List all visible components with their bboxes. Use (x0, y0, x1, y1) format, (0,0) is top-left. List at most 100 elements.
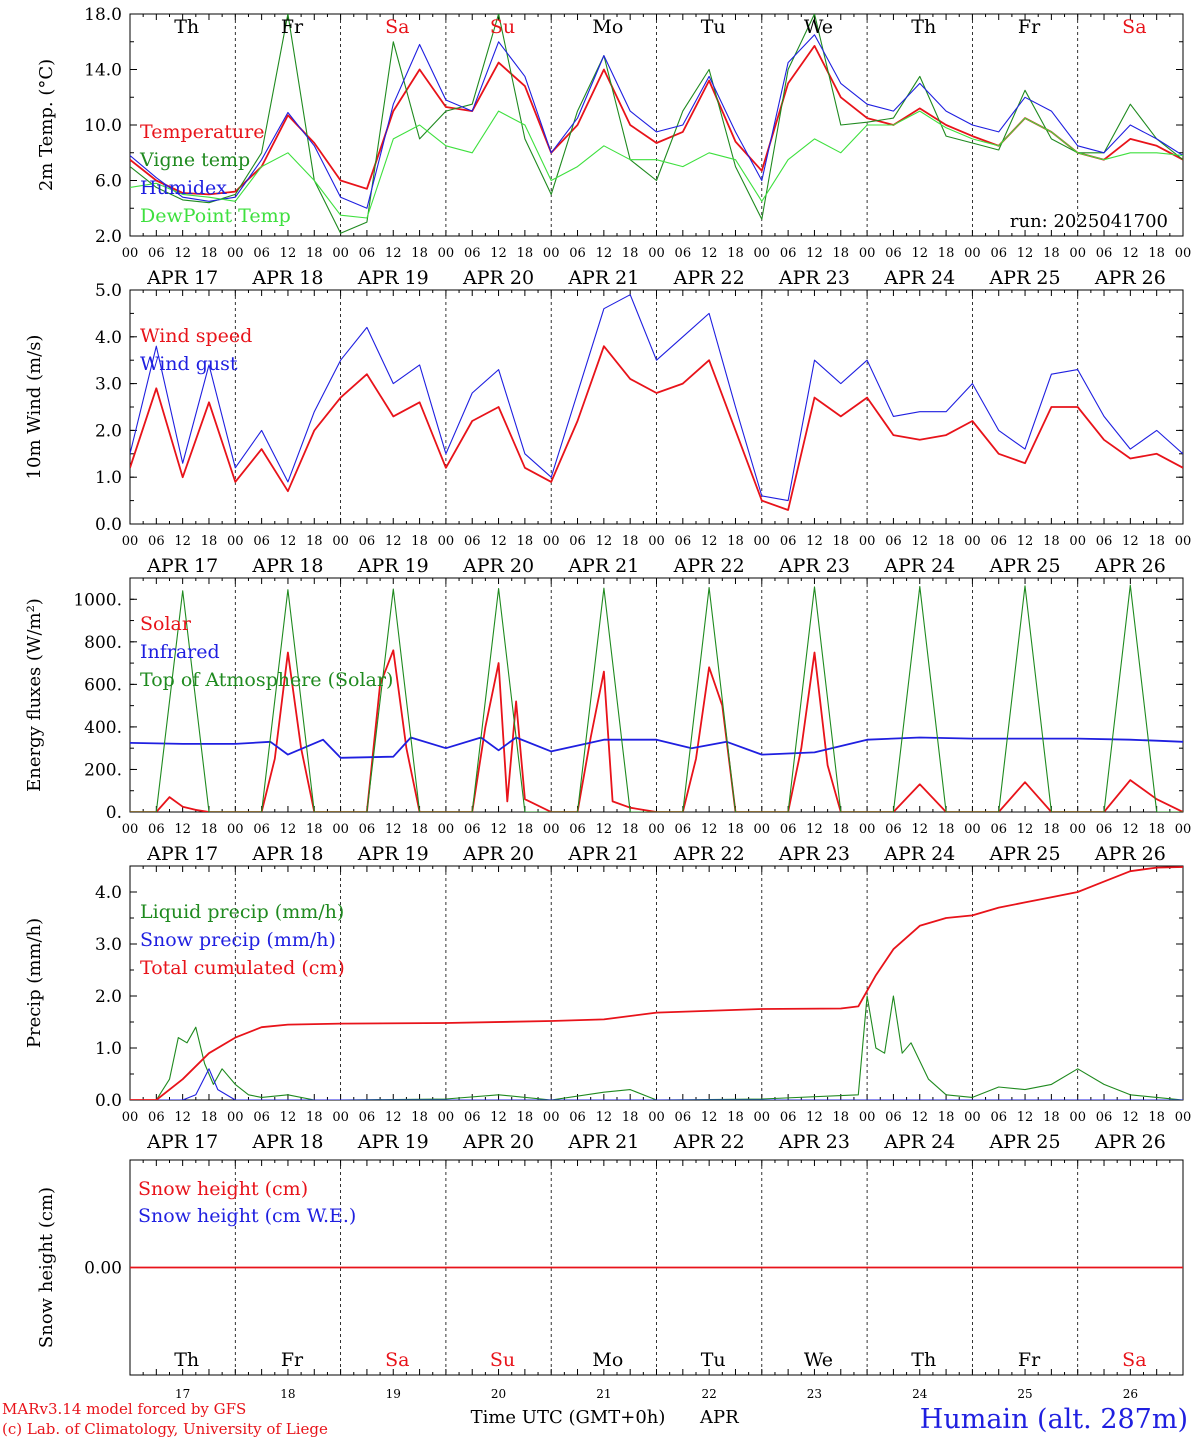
hour-tick-label: 12 (701, 1110, 718, 1125)
date-label: APR 18 (251, 1131, 323, 1153)
hour-tick-label: 06 (885, 534, 902, 549)
hour-tick-label: 12 (174, 1110, 191, 1125)
hour-tick-label: 18 (306, 822, 323, 837)
date-label: APR 18 (251, 267, 323, 289)
hour-tick-label: 12 (385, 246, 402, 261)
day-number-label: 17 (175, 1387, 190, 1401)
y-tick-label: 2.0 (95, 421, 122, 441)
panel-5: 0.00 Snow height (cm) Snow height (cm) Snow… (36, 1159, 1184, 1376)
hour-tick-label: 00 (543, 822, 560, 837)
date-label: APR 26 (1094, 1131, 1166, 1153)
hour-tick-label: 18 (517, 246, 534, 261)
hour-tick-label: 06 (675, 246, 692, 261)
hour-tick-label: 00 (1069, 1110, 1086, 1125)
y-axis-label: Precip (mm/h) (24, 918, 45, 1048)
date-label: APR 25 (989, 267, 1061, 289)
series-line-dewpoint-temp (130, 110, 1183, 219)
date-label: APR 20 (462, 555, 534, 577)
hour-tick-label: 06 (780, 1110, 797, 1125)
hour-tick-label: 06 (359, 822, 376, 837)
day-name-label: Th (911, 16, 936, 38)
y-tick-label: 4.0 (95, 883, 122, 903)
hour-tick-label: 18 (1148, 822, 1165, 837)
hour-tick-label: 12 (490, 246, 507, 261)
date-label: APR 23 (778, 267, 850, 289)
hour-tick-label: 06 (569, 246, 586, 261)
hour-tick-label: 06 (990, 822, 1007, 837)
hour-tick-label: 00 (1069, 534, 1086, 549)
hour-tick-label: 00 (1175, 246, 1192, 261)
legend-entry: Total cumulated (cm) (140, 957, 345, 979)
day-name-label: We (804, 16, 833, 38)
series-line-vigne-temp (130, 14, 1183, 234)
hour-tick-label: 12 (911, 822, 928, 837)
day-number-label: 25 (1017, 1387, 1032, 1401)
day-name-label: Mo (592, 16, 623, 38)
date-label: APR 19 (357, 843, 429, 865)
date-label: APR 22 (673, 267, 745, 289)
date-label: APR 23 (778, 555, 850, 577)
hour-tick-label: 06 (253, 534, 270, 549)
hour-tick-label: 00 (227, 534, 244, 549)
hour-tick-label: 06 (148, 1110, 165, 1125)
day-name-label: Th (174, 1349, 199, 1371)
date-label: APR 18 (251, 843, 323, 865)
hour-tick-label: 06 (569, 822, 586, 837)
date-label: APR 24 (883, 555, 955, 577)
hour-tick-label: 18 (411, 1110, 428, 1125)
hour-tick-label: 00 (1175, 822, 1192, 837)
series-line-wind-gust (130, 294, 1183, 502)
date-label: APR 23 (778, 1131, 850, 1153)
hour-tick-label: 00 (543, 534, 560, 549)
hour-tick-label: 18 (306, 1110, 323, 1125)
hour-tick-label: 12 (1017, 534, 1034, 549)
hour-tick-label: 18 (1148, 534, 1165, 549)
y-tick-label: 600. (84, 675, 122, 695)
hour-tick-label: 00 (122, 246, 139, 261)
station-label: Humain (alt. 287m) (920, 1404, 1188, 1435)
hour-tick-label: 18 (833, 1110, 850, 1125)
date-label: APR 22 (673, 555, 745, 577)
date-label: APR 20 (462, 267, 534, 289)
hour-tick-label: 00 (332, 246, 349, 261)
day-name-label: Th (174, 16, 199, 38)
date-label: APR 26 (1094, 843, 1166, 865)
date-label: APR 21 (567, 267, 639, 289)
hour-tick-label: 12 (911, 246, 928, 261)
day-name-label: Sa (1122, 1349, 1146, 1371)
hour-tick-label: 00 (648, 246, 665, 261)
footer-model: MARv3.14 model forced by GFS (2, 1400, 246, 1418)
hour-tick-label: 06 (780, 246, 797, 261)
legend-entry: Vigne temp (139, 149, 250, 171)
hour-tick-label: 18 (938, 1110, 955, 1125)
date-label: APR 21 (567, 555, 639, 577)
legend-entry: Liquid precip (mm/h) (140, 901, 344, 923)
legend-entry: Snow precip (mm/h) (140, 929, 336, 951)
hour-tick-label: 00 (859, 246, 876, 261)
hour-tick-label: 00 (754, 1110, 771, 1125)
hour-tick-label: 18 (201, 246, 218, 261)
hour-tick-label: 06 (885, 1110, 902, 1125)
hour-tick-label: 00 (332, 822, 349, 837)
hour-tick-label: 18 (622, 246, 639, 261)
date-label: APR 19 (357, 267, 429, 289)
date-label: APR 20 (462, 1131, 534, 1153)
hour-tick-label: 00 (1069, 246, 1086, 261)
hour-tick-label: 18 (1148, 246, 1165, 261)
hour-tick-label: 00 (227, 1110, 244, 1125)
hour-tick-label: 06 (1096, 246, 1113, 261)
hour-tick-label: 06 (569, 534, 586, 549)
legend-entry: Snow height (cm) (138, 1178, 308, 1200)
date-label: APR 19 (357, 1131, 429, 1153)
day-name-label: Su (490, 16, 515, 38)
y-tick-label: 5.0 (95, 281, 122, 301)
legend-entry: DewPoint Temp (140, 205, 291, 227)
hour-tick-label: 06 (1096, 1110, 1113, 1125)
hour-tick-label: 00 (964, 822, 981, 837)
hour-tick-label: 06 (885, 822, 902, 837)
hour-tick-label: 06 (569, 1110, 586, 1125)
hour-tick-label: 06 (675, 822, 692, 837)
hour-tick-label: 06 (359, 246, 376, 261)
date-label: APR 24 (883, 267, 955, 289)
hour-tick-label: 12 (174, 534, 191, 549)
